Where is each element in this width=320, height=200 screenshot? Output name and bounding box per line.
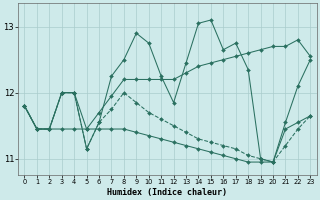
X-axis label: Humidex (Indice chaleur): Humidex (Indice chaleur): [108, 188, 228, 197]
